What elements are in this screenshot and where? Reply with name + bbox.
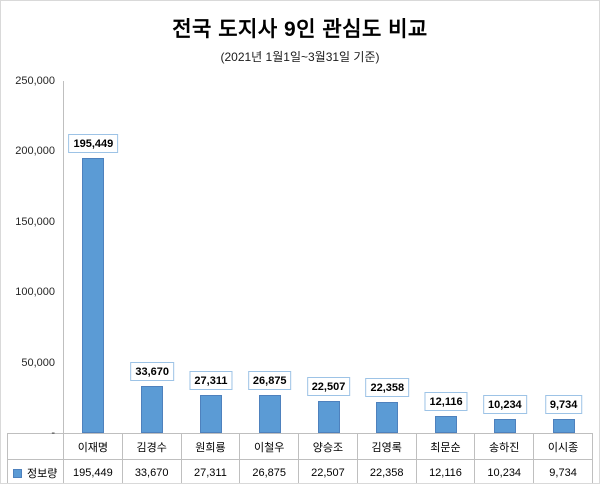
bar-column: 26,875 xyxy=(240,81,299,433)
bar-value-label: 22,507 xyxy=(306,377,351,397)
bar xyxy=(199,394,222,433)
bar xyxy=(258,395,281,433)
series-name-label: 정보량 xyxy=(27,467,58,480)
category-cell: 송하진 xyxy=(474,433,535,460)
chart-body: 250,000 200,000 150,000 100,000 50,000 - 195,… xyxy=(7,75,593,439)
value-cell: 22,507 xyxy=(298,459,358,483)
category-cell: 원희룡 xyxy=(180,433,241,460)
category-cell: 이철우 xyxy=(239,433,300,460)
y-axis-tick-label: 150,000 xyxy=(15,215,55,228)
bar-value-label: 27,311 xyxy=(189,370,233,390)
legend-swatch xyxy=(13,469,22,479)
bar-value-label: 26,875 xyxy=(247,371,292,391)
bar-column: 27,311 xyxy=(182,81,241,433)
category-cell: 김경수 xyxy=(121,433,182,460)
bar-column: 9,734 xyxy=(534,81,593,433)
y-axis-tick-label: 200,000 xyxy=(15,145,55,158)
bar-column: 22,358 xyxy=(358,81,417,433)
bar xyxy=(141,385,164,433)
y-axis-tick-label: 250,000 xyxy=(15,75,55,87)
value-cell: 9,734 xyxy=(533,459,593,483)
y-axis-tick-label: 100,000 xyxy=(15,286,55,299)
value-cell: 22,358 xyxy=(356,459,417,483)
value-cell: 10,234 xyxy=(474,459,535,483)
bar xyxy=(493,418,516,433)
category-cell: 양승조 xyxy=(298,433,358,460)
chart-title: 전국 도지사 9인 관심도 비교 xyxy=(172,18,428,41)
value-cell: 26,875 xyxy=(239,459,300,483)
value-cell: 33,670 xyxy=(121,459,182,483)
bar xyxy=(435,415,458,433)
plot-area: 195,449 33,670 27,311 26,875 22,507 22,358 12,… xyxy=(63,81,593,433)
category-cell: 이재명 xyxy=(63,433,123,460)
table-category-row: 이재명 김경수 원희룡 이철우 양승조 김영록 최문순 송하진 이시종 xyxy=(7,433,593,460)
bar-column: 12,116 xyxy=(417,81,476,433)
value-cell: 27,311 xyxy=(180,459,241,483)
y-axis: 250,000 200,000 150,000 100,000 50,000 - xyxy=(7,75,63,439)
bar-value-label: 12,116 xyxy=(424,391,468,411)
value-cell: 12,116 xyxy=(415,459,476,483)
category-cell: 김영록 xyxy=(356,433,417,460)
series-name-cell: 정보량 xyxy=(7,459,64,483)
table-value-row: 정보량 195,449 33,670 27,311 26,875 22,507 22,358… xyxy=(7,459,593,483)
bar xyxy=(317,401,340,433)
bar xyxy=(376,401,399,433)
bar-value-label: 22,358 xyxy=(365,377,410,397)
value-cell: 195,449 xyxy=(63,459,123,483)
bar-value-label: 195,449 xyxy=(68,133,119,153)
bar-value-label: 10,234 xyxy=(483,394,527,414)
bar xyxy=(552,419,575,433)
bar-value-label: 33,670 xyxy=(130,361,174,381)
bar xyxy=(82,157,105,433)
bar-column: 195,449 xyxy=(64,81,123,433)
bar-column: 22,507 xyxy=(299,81,358,433)
category-cell: 이시종 xyxy=(533,433,593,460)
chart-subtitle: (2021년 1월1일~3월31일 기준) xyxy=(220,50,380,64)
y-axis-tick-label: - xyxy=(51,427,55,439)
bar-column: 10,234 xyxy=(475,81,534,433)
category-cell: 최문순 xyxy=(415,433,476,460)
bar-column: 33,670 xyxy=(123,81,182,433)
y-axis-tick-label: 50,000 xyxy=(21,356,55,369)
bar-value-label: 9,734 xyxy=(544,395,583,415)
